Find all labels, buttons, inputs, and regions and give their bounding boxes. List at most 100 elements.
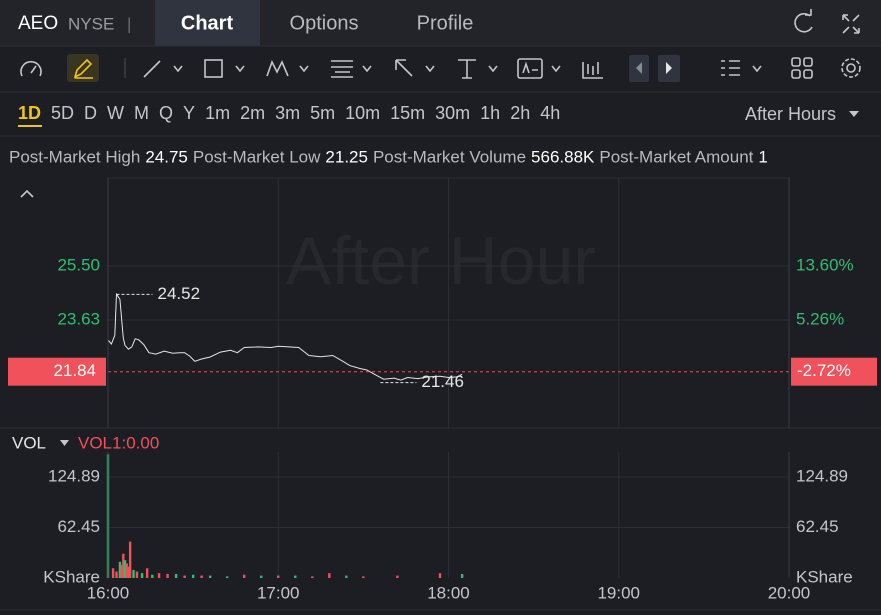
volume-bar	[328, 573, 331, 578]
session-select[interactable]: After Hours	[745, 104, 836, 124]
active-tab-bg	[155, 0, 260, 46]
symbol: AEO	[18, 13, 58, 34]
period-button[interactable]: 4h	[540, 103, 560, 123]
next-icon[interactable]	[666, 62, 672, 74]
chart: 16:00 17:00 18:00 19:00 20:00 After Hour 25.50…	[0, 177, 881, 611]
period-button[interactable]: 5D	[51, 103, 74, 123]
period-button[interactable]: 2m	[240, 103, 265, 123]
volume-bar	[208, 575, 212, 578]
collapse-icon[interactable]	[20, 189, 34, 198]
volume-bar	[111, 568, 115, 578]
last-change-box	[791, 357, 877, 386]
dropdown-arrow	[60, 440, 69, 446]
volume-bar	[243, 574, 246, 578]
y2-tick-label: 5.26%	[796, 309, 844, 328]
volume-bar	[396, 575, 399, 578]
volume-bar	[345, 575, 348, 578]
x-tick-label: 16:00	[87, 583, 130, 602]
y-tick-label: 62.45	[57, 517, 100, 536]
stats-line: Post-Market High 24.75 Post-Market Low 21.2…	[9, 147, 768, 166]
line-tool[interactable]	[143, 60, 183, 78]
pane-subtitle: VOL1:0.00	[78, 433, 159, 452]
high-label: 24.52	[158, 284, 201, 303]
list-icon[interactable]	[721, 60, 762, 76]
volume-bar	[166, 573, 169, 578]
volume-bar	[260, 575, 263, 578]
period-button[interactable]: Y	[183, 103, 195, 123]
watermark: After Hour	[286, 223, 596, 299]
x-tick-label: 18:00	[427, 583, 470, 602]
last-price-box	[8, 357, 106, 386]
period-button[interactable]: 15m	[390, 103, 425, 123]
period-button[interactable]: M	[134, 103, 149, 123]
volume-bar	[132, 569, 135, 578]
layout-icon[interactable]	[791, 57, 813, 79]
pattern-tool[interactable]	[266, 59, 309, 77]
period-button[interactable]: 2h	[510, 103, 530, 123]
volume-bar	[277, 575, 280, 578]
volume-bar	[135, 571, 139, 578]
y-tick-label: 124.89	[796, 466, 848, 485]
fullscreen-icon[interactable]	[842, 14, 860, 34]
period-button[interactable]: 1h	[480, 103, 500, 123]
volume-bar	[125, 563, 128, 578]
gauge-icon[interactable]	[20, 60, 42, 77]
period-bar: 1D 5D D W M Q Y 1m 2m 3m 5m 10m 15m 30m 1h 2h 4h	[18, 103, 560, 127]
period-button[interactable]: 5m	[310, 103, 335, 123]
unit-label: KShare	[43, 567, 100, 586]
toolbar	[20, 54, 861, 82]
volume-bar	[123, 560, 127, 578]
tab[interactable]: Options	[290, 12, 359, 34]
unit-label: KShare	[796, 567, 853, 586]
measure-tool[interactable]	[458, 59, 498, 79]
stat-label: Post-Market Amount	[599, 147, 753, 166]
volume-bar	[294, 575, 297, 578]
volume-bar	[438, 573, 442, 578]
volume-bar	[151, 574, 154, 578]
pen-icon[interactable]	[73, 58, 93, 79]
period-button[interactable]: 1D	[18, 103, 41, 123]
volume-bar	[127, 566, 130, 578]
period-button[interactable]: Q	[159, 103, 173, 123]
label-tool[interactable]	[517, 58, 561, 79]
period-button[interactable]: 30m	[435, 103, 470, 123]
y-tick-label: 23.63	[57, 310, 100, 329]
stat-label: Post-Market Low	[193, 147, 321, 166]
volume-bar	[311, 576, 314, 578]
tab[interactable]: Chart	[181, 12, 234, 34]
x-tick-label: 19:00	[597, 583, 640, 602]
last-change-label: -2.72%	[797, 361, 851, 380]
period-button[interactable]: D	[84, 103, 97, 123]
stat-value: 24.75	[145, 147, 188, 166]
volume-bar	[191, 574, 195, 578]
refresh-icon[interactable]	[794, 9, 813, 33]
low-label: 21.46	[421, 372, 464, 391]
volume-bar	[122, 553, 125, 578]
settings-icon[interactable]	[841, 58, 861, 78]
volume-bar	[362, 576, 365, 578]
period-button[interactable]: 1m	[205, 103, 230, 123]
arrow-tool[interactable]	[395, 59, 435, 77]
volume-bar	[120, 565, 123, 578]
indicator-tool[interactable]	[582, 62, 603, 79]
exchange: NYSE	[68, 14, 114, 33]
x-tick-label: 17:00	[257, 583, 300, 602]
text-tool[interactable]	[331, 60, 372, 78]
tab[interactable]: Profile	[417, 12, 474, 34]
y-tick-label: 25.50	[57, 256, 100, 275]
period-button[interactable]: W	[107, 103, 124, 123]
last-price-label: 21.84	[53, 361, 96, 380]
volume-bar	[225, 576, 229, 578]
volume-bar	[118, 561, 122, 578]
volume-bar	[200, 575, 203, 578]
y-tick-label: 124.89	[48, 466, 100, 485]
rect-tool[interactable]	[204, 59, 245, 78]
period-button[interactable]: 10m	[345, 103, 380, 123]
period-button[interactable]: 3m	[275, 103, 300, 123]
prev-icon[interactable]	[636, 62, 642, 74]
y2-tick-label: 13.60%	[796, 255, 854, 274]
volume-bar	[157, 573, 161, 578]
period-underline	[18, 125, 42, 127]
